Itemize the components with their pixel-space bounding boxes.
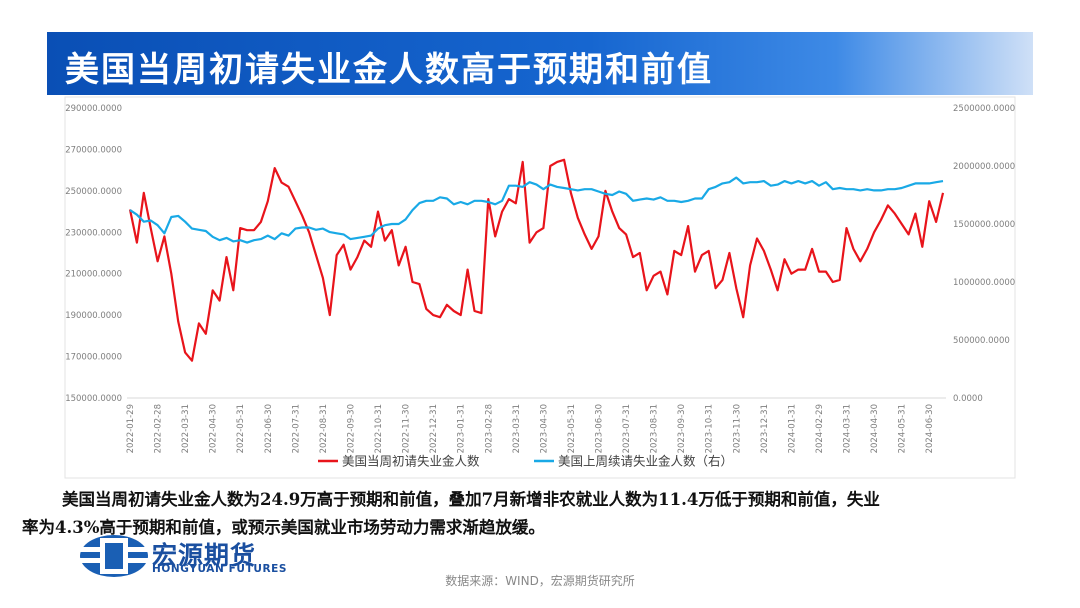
y2-tick-label: 1000000.0000 [953, 278, 1015, 288]
x-tick-label: 2022-12-31 [429, 404, 439, 453]
title-banner: 美国当周初请失业金人数高于预期和前值 [47, 32, 1033, 95]
x-tick-label: 2022-11-30 [402, 404, 412, 453]
x-tick-label: 2024-02-29 [815, 404, 825, 453]
y-tick-label: 150000.0000 [65, 394, 122, 404]
y-tick-label: 270000.0000 [65, 145, 122, 155]
x-tick-label: 2023-09-30 [677, 404, 687, 453]
x-tick-label: 2023-07-31 [622, 404, 632, 453]
x-tick-label: 2023-12-31 [760, 404, 770, 453]
logo-core [105, 543, 123, 569]
logo-icon [78, 535, 150, 577]
x-tick-label: 2022-02-28 [154, 404, 164, 453]
legend-label: 美国上周续请失业金人数（右） [558, 454, 733, 469]
y2-tick-label: 1500000.0000 [953, 220, 1015, 230]
y-tick-label: 170000.0000 [65, 353, 122, 363]
x-tick-label: 2022-09-30 [346, 404, 356, 453]
chart-frame [64, 96, 1016, 479]
y2-tick-label: 2500000.0000 [953, 104, 1015, 114]
logo-name: 宏源期货 [152, 541, 257, 570]
y-tick-label: 290000.0000 [65, 104, 122, 114]
x-tick-label: 2023-11-30 [732, 404, 742, 453]
legend-label: 美国当周初请失业金人数 [342, 454, 480, 469]
y-tick-label: 210000.0000 [65, 270, 122, 280]
x-tick-label: 2022-03-31 [181, 404, 191, 453]
x-tick-label: 2022-06-30 [264, 404, 274, 453]
x-tick-label: 2024-04-30 [870, 404, 880, 453]
x-tick-label: 2022-08-31 [319, 404, 329, 453]
x-tick-label: 2022-10-31 [374, 404, 384, 453]
x-tick-label: 2022-05-31 [236, 404, 246, 453]
x-tick-label: 2023-08-31 [650, 404, 660, 453]
x-tick-label: 2022-04-30 [209, 404, 219, 453]
y2-tick-label: 500000.0000 [953, 336, 1010, 346]
slide-title: 美国当周初请失业金人数高于预期和前值 [65, 50, 713, 90]
x-tick-label: 2023-04-30 [539, 404, 549, 453]
x-tick-label: 2022-01-29 [126, 404, 136, 453]
y2-tick-label: 0.0000 [953, 394, 983, 404]
y2-tick-label: 2000000.0000 [953, 162, 1015, 172]
x-tick-label: 2024-01-31 [787, 404, 797, 453]
x-tick-label: 2023-02-28 [484, 404, 494, 453]
series-line [129, 176, 944, 244]
x-tick-label: 2023-03-31 [512, 404, 522, 453]
logo-english: HONGYUAN FUTURES [152, 563, 288, 575]
y-tick-label: 190000.0000 [65, 311, 122, 321]
source-note: 数据来源：WIND，宏源期货研究所 [445, 574, 635, 588]
y-tick-label: 250000.0000 [65, 187, 122, 197]
x-tick-label: 2023-10-31 [705, 404, 715, 453]
x-tick-label: 2023-01-31 [457, 404, 467, 453]
series-line [128, 158, 945, 362]
x-tick-label: 2024-06-30 [925, 404, 935, 453]
x-tick-label: 2023-06-30 [595, 404, 605, 453]
x-tick-label: 2022-07-31 [291, 404, 301, 453]
x-tick-label: 2024-05-31 [898, 404, 908, 453]
x-tick-label: 2024-03-31 [843, 404, 853, 453]
body-text: 率为4.3%高于预期和前值，或预示美国就业市场劳动力需求渐趋放缓。 [22, 518, 545, 537]
y-tick-label: 230000.0000 [65, 228, 122, 238]
x-tick-label: 2023-05-31 [567, 404, 577, 453]
body-text: 美国当周初请失业金人数为24.9万高于预期和前值，叠加7月新增非农就业人数为11… [62, 490, 880, 509]
